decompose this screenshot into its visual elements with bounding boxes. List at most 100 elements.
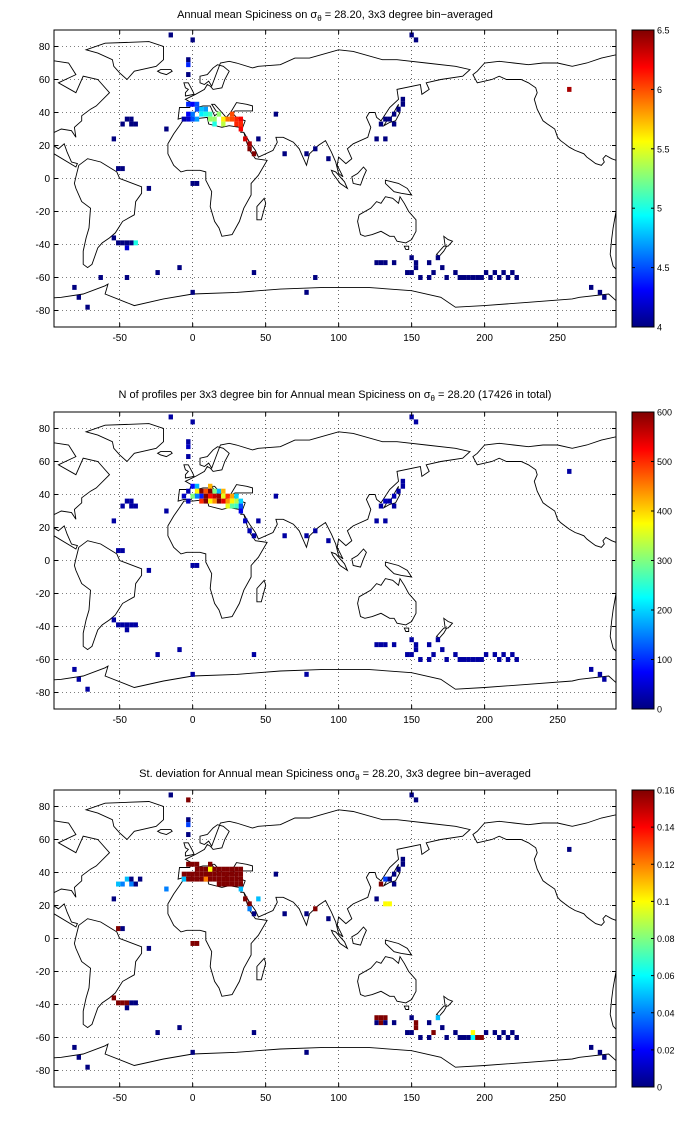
coastline-4 (177, 809, 471, 938)
data-bin (426, 1035, 432, 1040)
data-bin (243, 136, 248, 142)
data-bin (120, 166, 125, 172)
x-tick-label: 50 (260, 333, 272, 344)
coastline-18 (472, 436, 616, 548)
chart-title: St. deviation for Annual mean Spiciness … (139, 768, 531, 782)
data-bin (168, 414, 173, 420)
data-bin (400, 478, 406, 484)
data-bin (567, 86, 572, 92)
data-bin (190, 671, 195, 677)
coastline-8 (403, 1005, 410, 1010)
data-bin (225, 116, 230, 122)
data-bin (597, 671, 603, 677)
data-bin (133, 121, 138, 127)
data-bin (203, 871, 209, 877)
data-bin (383, 876, 388, 882)
coastline-1 (73, 158, 143, 269)
data-bin (181, 871, 187, 877)
data-bin (247, 528, 252, 534)
y-tick-label: 60 (39, 835, 51, 846)
data-bin (199, 106, 204, 112)
data-bin (124, 116, 130, 122)
coastline-5 (183, 464, 195, 479)
data-bin (124, 240, 130, 246)
data-bin (431, 652, 436, 658)
data-bin (457, 1035, 462, 1040)
y-tick-label: -40 (36, 622, 51, 633)
data-bin (133, 622, 138, 628)
data-bin (383, 136, 388, 142)
data-bin (186, 439, 191, 445)
data-bin (216, 111, 222, 117)
coastline-14 (443, 995, 454, 1007)
x-tick-label: 200 (476, 1093, 493, 1104)
data-bin (177, 647, 182, 653)
data-bin (440, 265, 445, 271)
data-bin (129, 1000, 134, 1006)
y-tick-label: 80 (39, 42, 51, 53)
data-bin (247, 901, 252, 907)
data-bin (435, 637, 441, 643)
data-bin (116, 622, 121, 628)
data-bin (470, 275, 476, 280)
data-bin (492, 1030, 498, 1036)
coastline-2 (84, 423, 164, 463)
data-bin (181, 876, 187, 882)
data-bin (391, 111, 397, 117)
colorbar (631, 789, 655, 1088)
data-bin (387, 901, 392, 907)
data-bin (186, 57, 191, 63)
data-bin (190, 861, 195, 867)
colorbar-tick-label: 0.04 (657, 1008, 675, 1018)
data-bin (177, 1025, 182, 1031)
data-bin (418, 657, 423, 662)
x-tick-label: 100 (330, 715, 347, 726)
coastline-19 (609, 971, 616, 1030)
data-bin (251, 652, 257, 658)
data-bin (475, 275, 480, 280)
data-bin (229, 116, 235, 122)
data-bin (208, 483, 213, 489)
data-bin (146, 567, 152, 573)
coastline-10 (330, 169, 349, 190)
data-bin (444, 657, 449, 662)
y-tick-label: -20 (36, 967, 51, 978)
data-bin (391, 503, 397, 509)
data-bin (238, 121, 244, 127)
data-bin (124, 627, 130, 633)
data-bin (120, 503, 125, 509)
data-bin (602, 294, 607, 300)
data-bin (124, 876, 130, 882)
data-bin (597, 289, 603, 295)
data-bin (155, 270, 160, 276)
data-bin (400, 101, 406, 107)
x-tick-label: 150 (403, 1093, 420, 1104)
x-tick-label: 0 (190, 715, 196, 726)
coastline-5 (183, 842, 195, 857)
data-bin (111, 896, 117, 902)
y-tick-label: 80 (39, 802, 51, 813)
data-bin (234, 121, 239, 127)
data-bin (383, 642, 388, 648)
coastline-4 (177, 431, 471, 560)
data-bin (124, 1000, 130, 1006)
data-bin (492, 652, 498, 658)
coastline-10 (330, 929, 349, 950)
y-tick-label: -80 (36, 1066, 51, 1077)
data-bin (326, 916, 331, 922)
coastline-18 (472, 814, 616, 926)
data-bin (470, 1035, 476, 1040)
data-bin (111, 136, 117, 142)
data-bin (76, 676, 82, 682)
data-bin (431, 270, 436, 276)
x-tick-label: -50 (112, 715, 127, 726)
grid (54, 790, 616, 1087)
data-bin (72, 1044, 77, 1050)
data-bin (409, 270, 414, 276)
data-bin (124, 622, 130, 628)
data-bin (133, 240, 138, 246)
x-tick-label: 50 (260, 715, 272, 726)
data-bin (124, 498, 130, 504)
data-bin (514, 1035, 519, 1040)
data-bin (190, 871, 195, 877)
